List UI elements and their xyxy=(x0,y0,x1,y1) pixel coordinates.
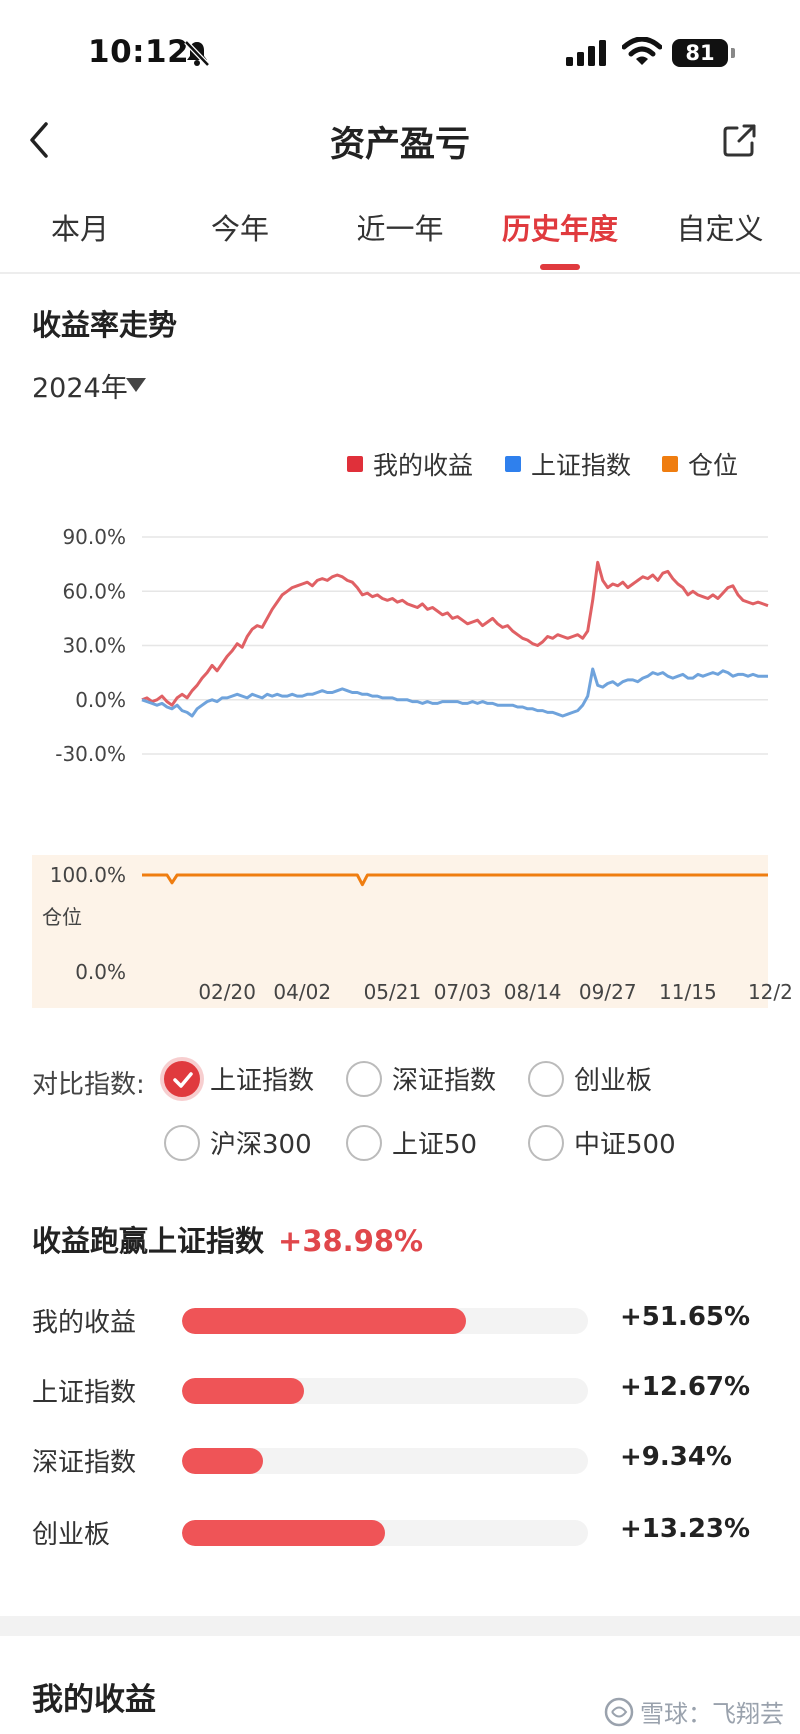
compare-option-csi500[interactable]: 中证500 xyxy=(528,1124,676,1161)
compare-index-label: 对比指数: xyxy=(32,1070,145,1100)
nav-bar: 资产盈亏 xyxy=(0,100,800,180)
bar-label: 创业板 xyxy=(32,1520,111,1550)
my-profit-line xyxy=(141,560,769,707)
bar-label: 深证指数 xyxy=(32,1448,137,1478)
bar-track xyxy=(182,1448,588,1474)
status-bar: 10:12 81 xyxy=(0,0,800,100)
checkbox-unchecked-icon[interactable] xyxy=(346,1124,382,1161)
snowball-logo-icon xyxy=(604,1697,634,1726)
legend-label: 仓位 xyxy=(688,451,739,480)
compare-option-label: 沪深300 xyxy=(210,1130,312,1160)
y-tick-label: 0.0% xyxy=(75,688,126,712)
position-tick-label: 0.0% xyxy=(75,960,126,984)
bar-label: 我的收益 xyxy=(32,1308,137,1338)
my-profit-title: 我的收益 xyxy=(32,1682,156,1718)
compare-option-chinext[interactable]: 创业板 xyxy=(528,1060,652,1097)
watermark: 雪球：飞翔芸 xyxy=(604,1694,784,1729)
checkbox-unchecked-icon[interactable] xyxy=(346,1060,382,1097)
tab-this-month[interactable]: 本月 xyxy=(50,212,110,246)
x-tick-label: 08/14 xyxy=(504,980,562,1004)
legend-label: 我的收益 xyxy=(373,451,474,480)
period-tabs: 本月 今年 近一年 历史年度 自定义 xyxy=(0,196,800,274)
compare-option-label: 创业板 xyxy=(574,1066,653,1096)
checkbox-checked-icon[interactable] xyxy=(164,1060,200,1097)
tab-custom[interactable]: 自定义 xyxy=(676,212,764,246)
year-selector[interactable]: 2024年 xyxy=(32,373,128,404)
active-tab-indicator xyxy=(540,264,580,270)
x-tick-label: 07/03 xyxy=(434,980,492,1004)
position-axis-label: 仓位 xyxy=(42,905,82,929)
compare-option-label: 深证指数 xyxy=(392,1066,497,1096)
y-tick-label: -30.0% xyxy=(55,742,126,766)
bell-muted-icon xyxy=(184,40,210,67)
sse-index-line xyxy=(141,667,768,718)
page-title: 资产盈亏 xyxy=(329,125,470,165)
x-tick-label: 09/27 xyxy=(579,980,637,1004)
x-tick-label: 02/20 xyxy=(198,980,256,1004)
bar-track xyxy=(182,1520,588,1546)
y-tick-label: 60.0% xyxy=(62,579,126,603)
outperform-value: +38.98% xyxy=(278,1224,424,1258)
bar-row-szse-index: 深证指数 +9.34% xyxy=(0,1442,800,1482)
checkbox-unchecked-icon[interactable] xyxy=(528,1060,564,1097)
x-tick-label: 05/21 xyxy=(364,980,422,1004)
bar-label: 上证指数 xyxy=(32,1378,137,1408)
legend-label: 上证指数 xyxy=(531,451,632,480)
compare-option-label: 上证指数 xyxy=(210,1066,315,1096)
legend-swatch-my-profit xyxy=(347,456,363,472)
outperform-label: 收益跑赢上证指数 xyxy=(32,1224,265,1258)
bar-row-chinext: 创业板 +13.23% xyxy=(0,1514,800,1554)
battery-cap xyxy=(731,48,735,58)
caret-down-icon[interactable] xyxy=(126,378,146,392)
trend-title: 收益率走势 xyxy=(32,308,178,342)
tab-history-year[interactable]: 历史年度 xyxy=(501,212,619,246)
return-trend-chart[interactable]: 90.0%60.0%30.0%0.0%-30.0% 100.0%0.0% 仓位 … xyxy=(0,500,800,1020)
bar-row-my-profit: 我的收益 +51.65% xyxy=(0,1302,800,1342)
status-time: 10:12 xyxy=(88,34,190,70)
compare-option-szse-index[interactable]: 深证指数 xyxy=(346,1060,496,1097)
share-icon[interactable] xyxy=(722,122,758,158)
compare-option-sse50[interactable]: 上证50 xyxy=(346,1124,477,1161)
bar-value: +51.65% xyxy=(620,1302,751,1332)
compare-option-label: 上证50 xyxy=(392,1130,478,1160)
outperform-summary: 收益跑赢上证指数 +38.98% xyxy=(32,1218,423,1260)
legend-position: 仓位 xyxy=(662,446,738,482)
position-area-background xyxy=(32,855,768,1008)
legend-my-profit: 我的收益 xyxy=(347,446,473,482)
bar-track xyxy=(182,1308,588,1334)
battery-level: 81 xyxy=(672,39,728,67)
y-tick-label: 30.0% xyxy=(62,634,126,658)
bar-fill xyxy=(182,1308,467,1334)
x-tick-label: 11/15 xyxy=(659,980,717,1004)
bar-value: +13.23% xyxy=(620,1514,751,1544)
bar-track xyxy=(182,1378,588,1404)
legend-sse-index: 上证指数 xyxy=(505,446,631,482)
compare-option-label: 中证500 xyxy=(574,1130,676,1160)
checkbox-unchecked-icon[interactable] xyxy=(528,1124,564,1161)
legend-swatch-sse-index xyxy=(505,456,521,472)
bar-fill xyxy=(182,1448,264,1474)
section-divider xyxy=(0,1616,800,1636)
tab-this-year[interactable]: 今年 xyxy=(210,212,270,246)
bar-value: +12.67% xyxy=(620,1372,751,1402)
position-line xyxy=(142,873,768,887)
bar-value: +9.34% xyxy=(620,1442,732,1472)
tab-last-year[interactable]: 近一年 xyxy=(356,212,444,246)
watermark-text: 雪球：飞翔芸 xyxy=(640,1700,784,1728)
x-tick-label: 12/2 xyxy=(748,980,793,1004)
bar-fill xyxy=(182,1378,304,1404)
cellular-signal-icon xyxy=(566,40,606,66)
bar-fill xyxy=(182,1520,385,1546)
compare-option-csi300[interactable]: 沪深300 xyxy=(164,1124,312,1161)
bar-row-sse-index: 上证指数 +12.67% xyxy=(0,1372,800,1412)
checkbox-unchecked-icon[interactable] xyxy=(164,1124,200,1161)
y-tick-label: 90.0% xyxy=(62,525,126,549)
compare-option-sse-index[interactable]: 上证指数 xyxy=(164,1060,314,1097)
wifi-icon xyxy=(622,37,662,65)
legend-swatch-position xyxy=(662,456,678,472)
back-icon[interactable] xyxy=(24,118,54,162)
position-tick-label: 100.0% xyxy=(50,863,126,887)
x-tick-label: 04/02 xyxy=(273,980,331,1004)
